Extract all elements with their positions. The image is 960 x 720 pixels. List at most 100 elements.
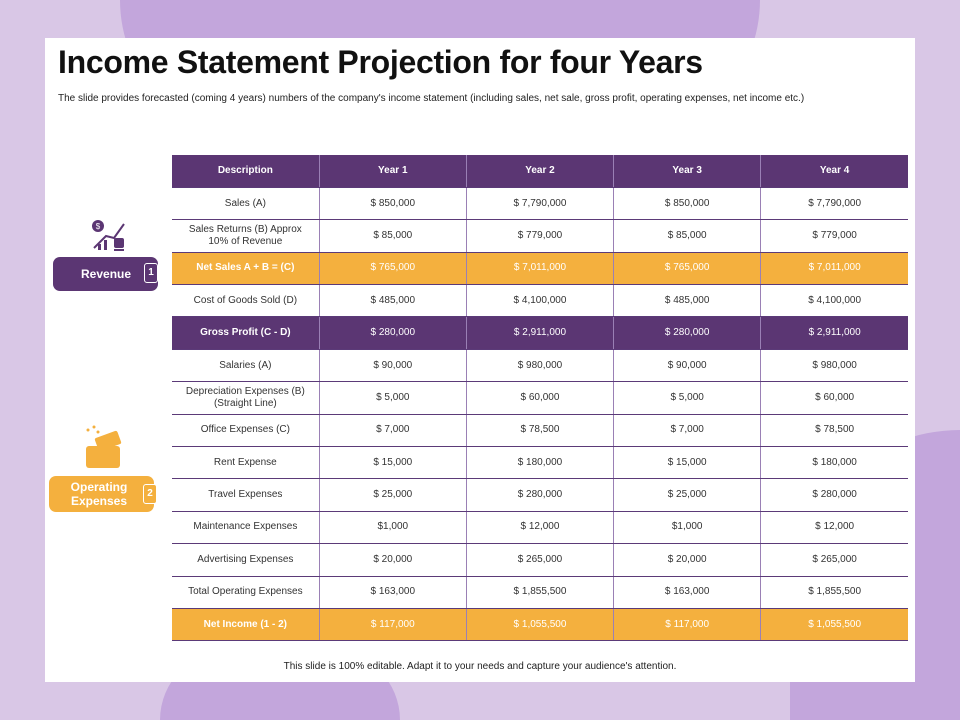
value-cell: $ 7,790,000 — [465, 187, 614, 221]
value-cell: $ 485,000 — [318, 284, 467, 318]
opex-number-badge: 2 — [143, 484, 157, 504]
description-cell: Sales (A) — [172, 187, 320, 221]
value-cell: $ 60,000 — [465, 381, 614, 415]
value-cell: $ 5,000 — [318, 381, 467, 415]
value-cell: $ 980,000 — [465, 349, 614, 383]
value-cell: $ 1,855,500 — [760, 576, 908, 609]
value-cell: $ 85,000 — [318, 219, 467, 253]
value-cell: $ 280,000 — [318, 316, 467, 350]
revenue-number-badge: 1 — [144, 263, 158, 283]
value-cell: $ 20,000 — [318, 543, 467, 577]
table-row: Total Operating Expenses $ 163,000 $ 1,855… — [172, 576, 908, 609]
table-row: Sales (A) $ 850,000 $ 7,790,000 $ 850,000 $ … — [172, 187, 908, 221]
value-cell: $ 265,000 — [760, 543, 908, 577]
revenue-growth-icon: $ — [92, 220, 125, 251]
table-row: Gross Profit (C - D) $ 280,000 $ 2,911,000… — [172, 316, 908, 350]
value-cell: $ 25,000 — [318, 478, 467, 512]
value-cell: $ 5,000 — [613, 381, 761, 415]
value-cell: $ 2,911,000 — [760, 316, 908, 350]
value-cell: $ 765,000 — [613, 252, 761, 286]
wallet-money-icon — [86, 425, 122, 468]
value-cell: $ 779,000 — [760, 219, 908, 253]
value-cell: $ 779,000 — [465, 219, 614, 253]
page-subtitle: The slide provides forecasted (coming 4 … — [58, 93, 805, 104]
table-row: Sales Returns (B) Approx 10% of Revenue $… — [172, 219, 908, 253]
table-row: Net Sales A + B = (C) $ 765,000 $ 7,011,00… — [172, 252, 908, 286]
value-cell: $ 7,000 — [318, 414, 467, 448]
operating-expenses-label-text: Operating Expenses — [70, 480, 128, 508]
description-cell: Travel Expenses — [172, 478, 320, 512]
svg-text:$: $ — [96, 222, 101, 231]
income-statement-table: Description Year 1 Year 2 Year 3 Year 4 Sale… — [172, 155, 908, 642]
column-header: Year 1 — [318, 155, 467, 188]
description-cell: Maintenance Expenses — [172, 511, 320, 545]
description-cell: Total Operating Expenses — [172, 576, 320, 609]
value-cell: $ 15,000 — [318, 446, 467, 480]
description-cell: Net Sales A + B = (C) — [172, 252, 320, 286]
value-cell: $ 265,000 — [465, 543, 614, 577]
value-cell: $ 2,911,000 — [465, 316, 614, 350]
description-cell: Salaries (A) — [172, 349, 320, 383]
value-cell: $ 850,000 — [318, 187, 467, 221]
value-cell: $1,000 — [318, 511, 467, 545]
description-cell: Depreciation Expenses (B) (Straight Line… — [172, 381, 320, 415]
description-cell: Cost of Goods Sold (D) — [172, 284, 320, 318]
value-cell: $1,000 — [613, 511, 761, 545]
value-cell: $ 90,000 — [318, 349, 467, 383]
value-cell: $ 78,500 — [465, 414, 614, 448]
value-cell: $ 78,500 — [760, 414, 908, 448]
description-cell: Office Expenses (C) — [172, 414, 320, 448]
description-cell: Advertising Expenses — [172, 543, 320, 577]
value-cell: $ 980,000 — [760, 349, 908, 383]
revenue-label-text: Revenue — [81, 267, 132, 281]
value-cell: $ 1,855,500 — [465, 576, 614, 609]
page-title: Income Statement Projection for four Yea… — [58, 44, 703, 80]
value-cell: $ 4,100,000 — [465, 284, 614, 318]
table-row: Cost of Goods Sold (D) $ 485,000 $ 4,100,0… — [172, 284, 908, 318]
column-header: Year 2 — [465, 155, 614, 188]
value-cell: $ 485,000 — [613, 284, 761, 318]
description-cell: Rent Expense — [172, 446, 320, 480]
table-row: Depreciation Expenses (B) (Straight Line… — [172, 381, 908, 415]
footer-note: This slide is 100% editable. Adapt it to… — [283, 661, 677, 672]
value-cell: $ 280,000 — [465, 478, 614, 512]
value-cell: $ 1,055,500 — [465, 608, 614, 642]
value-cell: $ 180,000 — [760, 446, 908, 480]
value-cell: $ 117,000 — [318, 608, 467, 642]
column-header: Year 4 — [760, 155, 908, 188]
value-cell: $ 20,000 — [613, 543, 761, 577]
description-cell: Net Income (1 - 2) — [172, 608, 320, 642]
table-header-row: Description Year 1 Year 2 Year 3 Year 4 — [172, 155, 908, 188]
revenue-label: Revenue 1 — [53, 257, 158, 291]
value-cell: $ 12,000 — [465, 511, 614, 545]
value-cell: $ 25,000 — [613, 478, 761, 512]
value-cell: $ 765,000 — [318, 252, 467, 286]
table-row: Rent Expense $ 15,000 $ 180,000 $ 15,000 $ 1… — [172, 446, 908, 480]
value-cell: $ 1,055,500 — [760, 608, 908, 642]
value-cell: $ 7,000 — [613, 414, 761, 448]
column-header: Year 3 — [613, 155, 761, 188]
table-row: Net Income (1 - 2) $ 117,000 $ 1,055,500 $ … — [172, 608, 908, 642]
value-cell: $ 163,000 — [318, 576, 467, 609]
value-cell: $ 280,000 — [613, 316, 761, 350]
value-cell: $ 163,000 — [613, 576, 761, 609]
value-cell: $ 7,011,000 — [760, 252, 908, 286]
value-cell: $ 850,000 — [613, 187, 761, 221]
column-header: Description — [172, 155, 320, 188]
description-cell: Sales Returns (B) Approx 10% of Revenue — [172, 219, 320, 253]
value-cell: $ 90,000 — [613, 349, 761, 383]
value-cell: $ 180,000 — [465, 446, 614, 480]
value-cell: $ 12,000 — [760, 511, 908, 545]
table-row: Travel Expenses $ 25,000 $ 280,000 $ 25,000… — [172, 478, 908, 512]
table-row: Salaries (A) $ 90,000 $ 980,000 $ 90,000 $ 9… — [172, 349, 908, 383]
operating-expenses-label: Operating Expenses 2 — [49, 476, 157, 512]
description-cell: Gross Profit (C - D) — [172, 316, 320, 350]
value-cell: $ 280,000 — [760, 478, 908, 512]
value-cell: $ 7,790,000 — [760, 187, 908, 221]
value-cell: $ 4,100,000 — [760, 284, 908, 318]
value-cell: $ 7,011,000 — [465, 252, 614, 286]
value-cell: $ 85,000 — [613, 219, 761, 253]
value-cell: $ 15,000 — [613, 446, 761, 480]
table-row: Maintenance Expenses $1,000 $ 12,000 $1,000… — [172, 511, 908, 545]
value-cell: $ 117,000 — [613, 608, 761, 642]
